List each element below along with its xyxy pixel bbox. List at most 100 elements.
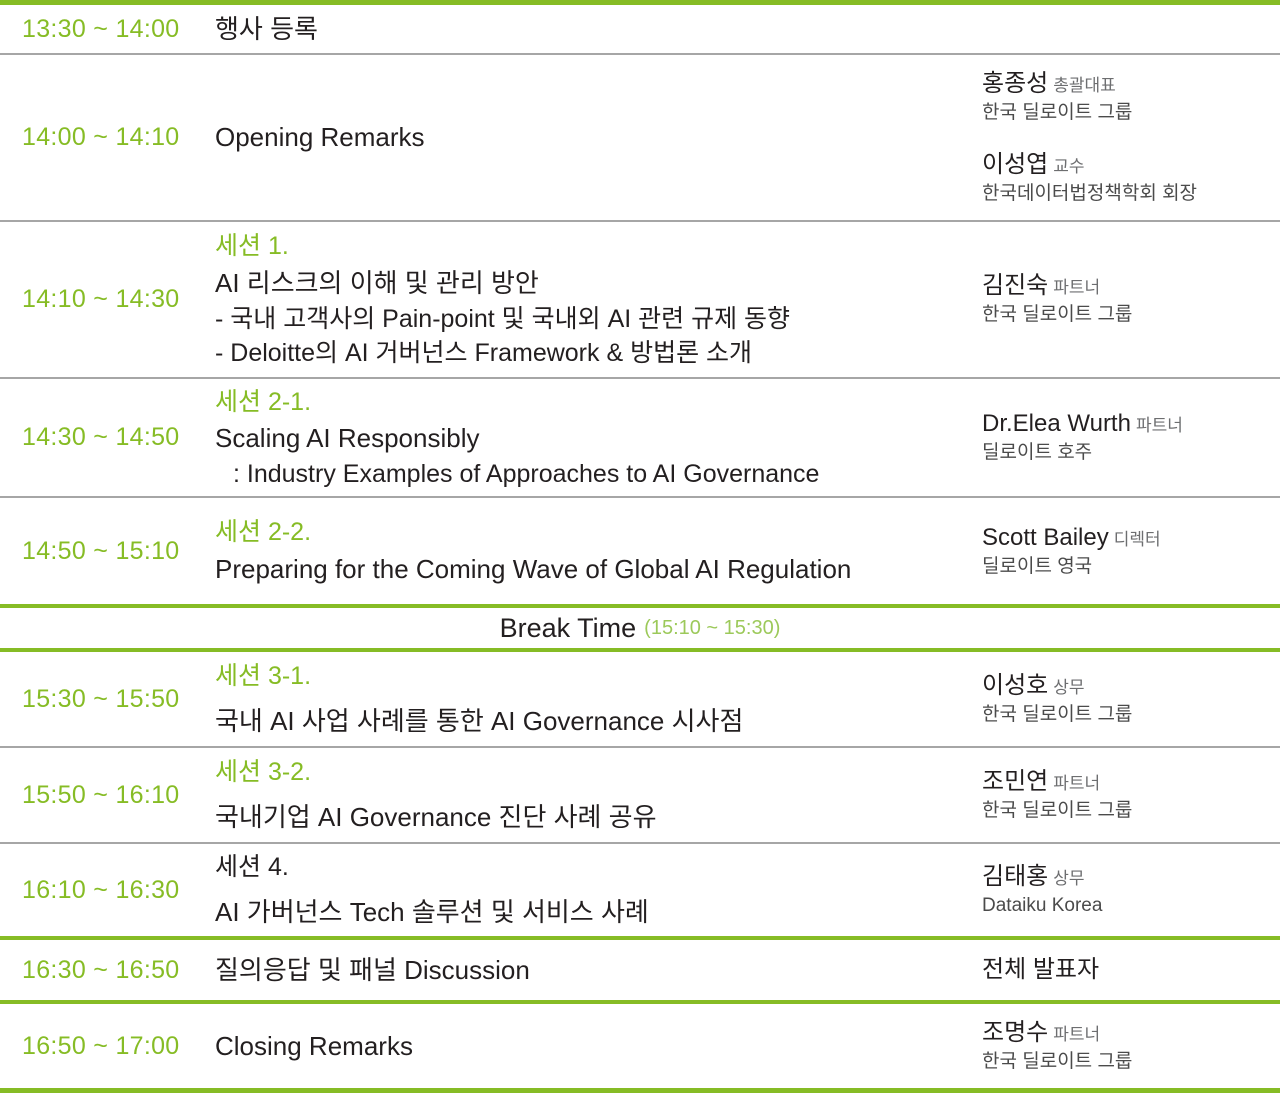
speaker-role: 파트너	[1053, 278, 1101, 298]
speaker-role: 파트너	[1135, 416, 1183, 436]
speaker-role: 상무	[1053, 868, 1085, 888]
speaker-nameline: Dr.Elea Wurth 파트너	[982, 408, 1280, 440]
agenda-row: 16:30 ~ 16:50 질의응답 및 패널 Discussion 전체 발표…	[0, 940, 1280, 1004]
speaker-block: 전체 발표자	[982, 954, 1280, 986]
row-title: 행사 등록	[215, 11, 960, 48]
title-main: Scaling AI Responsibly	[215, 422, 480, 453]
speaker-block: 조민연 파트너 한국 딜로이트 그룹	[982, 766, 1280, 824]
row-time: 14:50 ~ 15:10	[22, 536, 180, 565]
speaker-name: Scott Bailey	[982, 523, 1109, 551]
row-title: 질의응답 및 패널 Discussion	[215, 952, 960, 989]
row-speaker: 전체 발표자	[960, 954, 1280, 986]
speaker-role: 디렉터	[1113, 529, 1161, 549]
speaker-org: 한국 딜로이트 그룹	[982, 304, 1133, 326]
title-main: Opening Remarks	[215, 122, 425, 153]
row-speaker: 조민연 파트너 한국 딜로이트 그룹	[960, 766, 1280, 824]
row-speaker: 이성호 상무 한국 딜로이트 그룹	[960, 670, 1280, 728]
row-title: 세션 3-2. 국내기업 AI Governance 진단 사례 공유	[215, 754, 960, 835]
row-title: 세션 2-1. Scaling AI Responsibly : Industr…	[215, 384, 960, 492]
speaker-nameline: 김진숙 파트너	[982, 270, 1280, 302]
session-label: 세션 3-2.	[215, 758, 312, 787]
agenda-row: 14:10 ~ 14:30 세션 1. AI 리스크의 이해 및 관리 방안 -…	[0, 222, 1280, 379]
row-time: 16:10 ~ 16:30	[22, 875, 180, 904]
agenda-row: 15:30 ~ 15:50 세션 3-1. 국내 AI 사업 사례를 통한 AI…	[0, 652, 1280, 748]
speaker-role: 총괄대표	[1053, 76, 1116, 96]
speaker-name: 김진숙	[982, 272, 1049, 300]
agenda-row: 15:50 ~ 16:10 세션 3-2. 국내기업 AI Governance…	[0, 748, 1280, 844]
row-title: Opening Remarks	[215, 119, 960, 156]
speaker-org: Dataiku Korea	[982, 894, 1103, 916]
speaker-block: 김진숙 파트너 한국 딜로이트 그룹	[982, 270, 1280, 328]
session-label: 세션 3-1.	[215, 662, 312, 691]
row-time: 15:30 ~ 15:50	[22, 684, 180, 713]
agenda-row: 14:30 ~ 14:50 세션 2-1. Scaling AI Respons…	[0, 379, 1280, 498]
speaker-org: 딜로이트 호주	[982, 442, 1093, 464]
speaker-block: 김태홍 상무 Dataiku Korea	[982, 861, 1280, 919]
break-time: (15:10 ~ 15:30)	[644, 616, 781, 639]
speaker-name: 홍종성	[982, 70, 1049, 98]
row-title: Closing Remarks	[215, 1028, 960, 1065]
speaker-block: Scott Bailey 디렉터 딜로이트 영국	[982, 522, 1280, 580]
row-time: 14:30 ~ 14:50	[22, 423, 180, 451]
speaker-role: 교수	[1053, 156, 1085, 176]
agenda-row: 14:00 ~ 14:10 Opening Remarks 홍종성 총괄대표 한국…	[0, 55, 1280, 222]
speaker-nameline: 홍종성 총괄대표	[982, 68, 1280, 100]
session-label: 세션 1.	[215, 232, 289, 261]
session-label: 세션 4.	[215, 853, 289, 882]
agenda-row: 16:10 ~ 16:30 세션 4. AI 가버넌스 Tech 솔루션 및 서…	[0, 844, 1280, 940]
row-speaker: Dr.Elea Wurth 파트너 딜로이트 호주	[960, 408, 1280, 466]
agenda-row: 13:30 ~ 14:00 행사 등록	[0, 5, 1280, 55]
speaker-nameline: 조명수 파트너	[982, 1017, 1280, 1049]
title-main: AI 리스크의 이해 및 관리 방안	[215, 267, 539, 298]
row-time: 14:10 ~ 14:30	[22, 285, 180, 313]
speaker-nameline: 전체 발표자	[982, 954, 1280, 986]
speaker-name: 조민연	[982, 767, 1049, 795]
speaker-block: Dr.Elea Wurth 파트너 딜로이트 호주	[982, 408, 1280, 466]
row-speaker: 조명수 파트너 한국 딜로이트 그룹	[960, 1017, 1280, 1075]
speaker-nameline: 조민연 파트너	[982, 766, 1280, 798]
speaker-nameline: 김태홍 상무	[982, 861, 1280, 893]
session-label: 세션 2-2.	[215, 518, 312, 547]
speaker-name: 이성호	[982, 671, 1049, 699]
speaker-org: 한국 딜로이트 그룹	[982, 703, 1133, 725]
title-main: Closing Remarks	[215, 1030, 413, 1061]
row-speaker: 홍종성 총괄대표 한국 딜로이트 그룹 이성엽 교수 한국데이터법정책학회 회장	[960, 68, 1280, 207]
speaker-org: 한국 딜로이트 그룹	[982, 102, 1133, 124]
speaker-name: 이성엽	[982, 150, 1049, 178]
title-main: Preparing for the Coming Wave of Global …	[215, 553, 852, 584]
title-main: 질의응답 및 패널 Discussion	[215, 954, 530, 985]
row-time: 13:30 ~ 14:00	[22, 14, 180, 43]
break-label: Break Time	[499, 612, 637, 643]
speaker-nameline: Scott Bailey 디렉터	[982, 522, 1280, 554]
speaker-role: 파트너	[1053, 1024, 1101, 1044]
title-subline: - 국내 고객사의 Pain-point 및 국내외 AI 관련 규제 동향	[215, 304, 791, 333]
agenda-row: 14:50 ~ 15:10 세션 2-2. Preparing for the …	[0, 498, 1280, 604]
title-main: AI 가버넌스 Tech 솔루션 및 서비스 사례	[215, 896, 649, 927]
row-time: 14:00 ~ 14:10	[22, 123, 180, 151]
speaker-org: 한국 딜로이트 그룹	[982, 1050, 1133, 1072]
speaker-nameline: 이성호 상무	[982, 670, 1280, 702]
row-time: 15:50 ~ 16:10	[22, 780, 180, 809]
speaker-block: 이성호 상무 한국 딜로이트 그룹	[982, 670, 1280, 728]
speaker-block: 조명수 파트너 한국 딜로이트 그룹	[982, 1017, 1280, 1075]
speaker-name: Dr.Elea Wurth	[982, 410, 1131, 438]
speaker-role: 파트너	[1053, 773, 1101, 793]
title-subline: - Deloitte의 AI 거버넌스 Framework & 방법론 소개	[215, 339, 753, 368]
title-main: 국내기업 AI Governance 진단 사례 공유	[215, 801, 657, 832]
speaker-org: 한국데이터법정책학회 회장	[982, 182, 1198, 204]
speaker-org: 한국 딜로이트 그룹	[982, 799, 1133, 821]
row-speaker: Scott Bailey 디렉터 딜로이트 영국	[960, 522, 1280, 580]
speaker-name: 조명수	[982, 1018, 1049, 1046]
title-main: 국내 AI 사업 사례를 통한 AI Governance 시사점	[215, 705, 744, 736]
session-label: 세션 2-1.	[215, 387, 312, 416]
break-time-row: Break Time (15:10 ~ 15:30)	[0, 604, 1280, 652]
title-main: 행사 등록	[215, 13, 318, 44]
row-speaker: 김태홍 상무 Dataiku Korea	[960, 861, 1280, 919]
row-time: 16:30 ~ 16:50	[22, 955, 180, 984]
title-subline: : Industry Examples of Approaches to AI …	[233, 459, 820, 488]
speaker-role: 상무	[1053, 677, 1085, 697]
row-time: 16:50 ~ 17:00	[22, 1031, 180, 1060]
row-speaker: 김진숙 파트너 한국 딜로이트 그룹	[960, 270, 1280, 328]
speaker-name: 전체 발표자	[982, 955, 1100, 983]
